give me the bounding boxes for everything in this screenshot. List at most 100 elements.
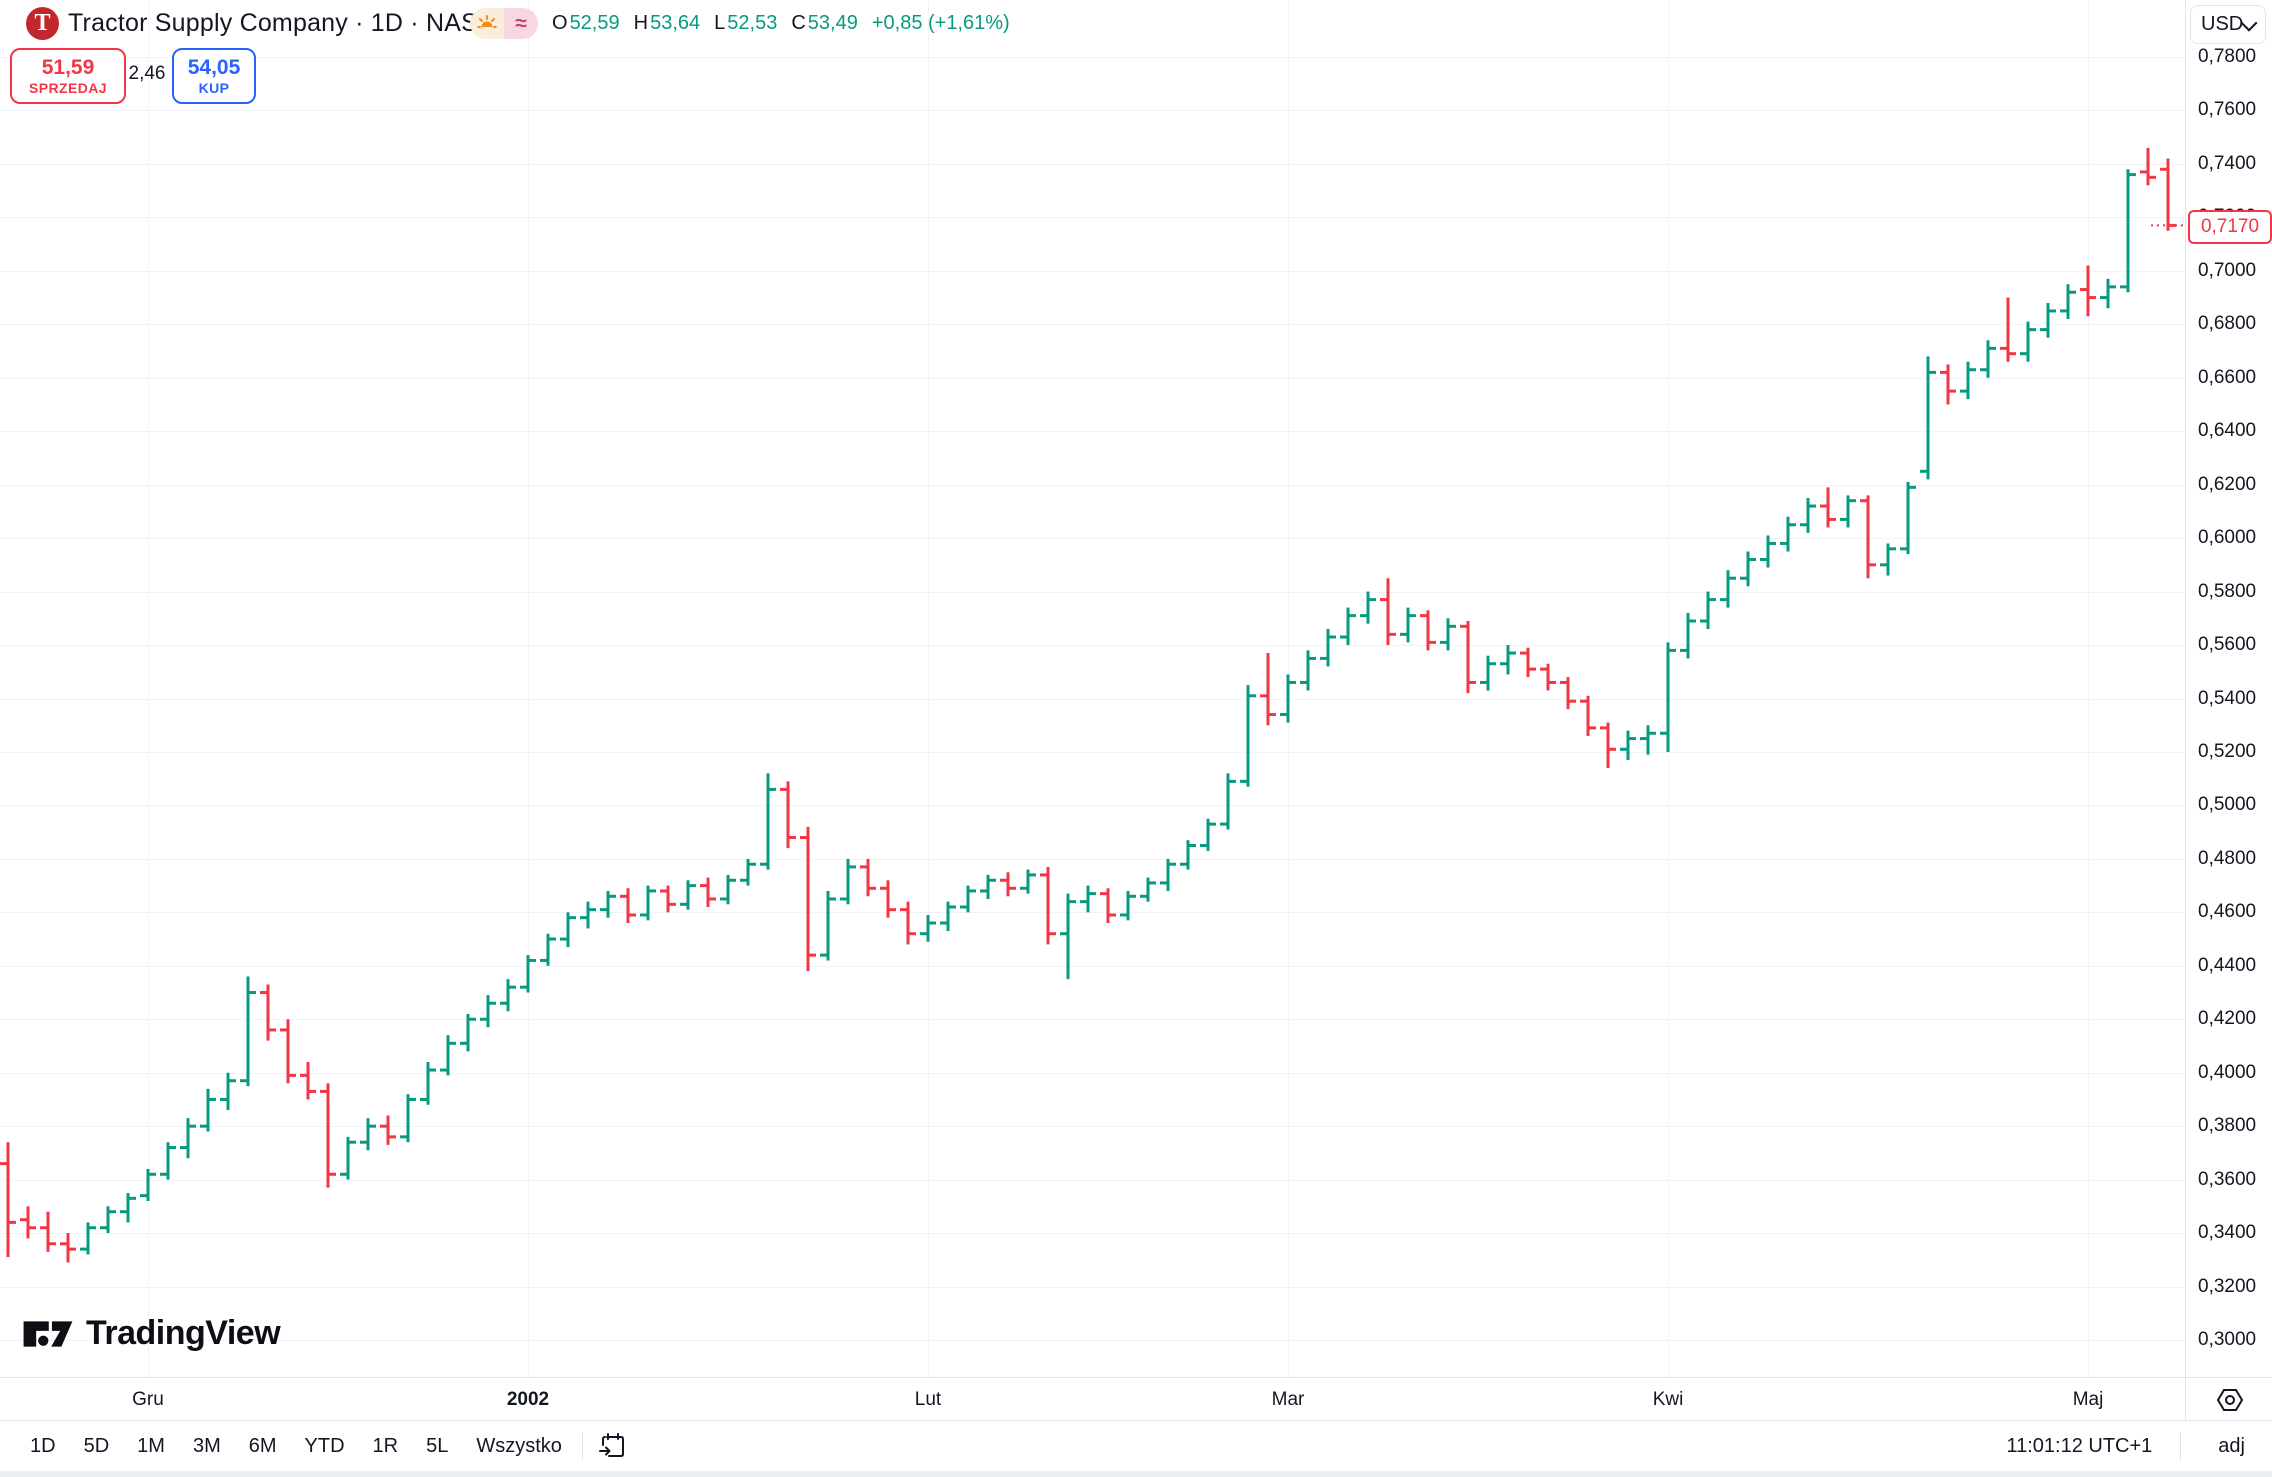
ohlc-bar	[1580, 695, 1596, 736]
ohlc-bar	[360, 1118, 376, 1151]
adjust-data-toggle[interactable]: adj	[2218, 1434, 2245, 1457]
price-axis-label: 0,5200	[2198, 740, 2257, 762]
ohlc-bar	[460, 1013, 476, 1052]
chevron-down-icon	[2240, 14, 2258, 31]
ohlc-bar	[680, 880, 696, 910]
ohlc-bar	[1540, 663, 1556, 691]
ohlc-bar	[1380, 578, 1396, 646]
ohlc-bar	[1120, 890, 1136, 921]
ohlc-bar	[1920, 356, 1936, 480]
ohlc-bar	[180, 1118, 196, 1159]
ohlc-bar	[980, 874, 996, 899]
range-button-3m[interactable]: 3M	[192, 1434, 221, 1457]
sell-button[interactable]: 51,59 SPRZEDAJ	[10, 48, 126, 104]
ohlc-bar	[1800, 498, 1816, 533]
symbol-title[interactable]: Tractor Supply Company · 1D · NASDAQ	[68, 9, 533, 37]
ohlc-bar	[0, 1142, 16, 1258]
range-button-1m[interactable]: 1M	[137, 1434, 165, 1457]
ohlc-bar	[120, 1192, 136, 1223]
ohlc-bar	[1680, 612, 1696, 659]
toolbar-divider	[581, 1432, 583, 1460]
ohlc-bar	[960, 885, 976, 913]
tradingview-logo[interactable]: TradingView	[22, 1314, 281, 1353]
range-button-6m[interactable]: 6M	[248, 1434, 277, 1457]
range-button-1r[interactable]: 1R	[372, 1434, 399, 1457]
price-axis-label: 0,4000	[2198, 1061, 2257, 1083]
ohlc-bar	[1840, 495, 1856, 528]
range-button-ytd[interactable]: YTD	[304, 1434, 345, 1457]
price-axis-label: 0,3200	[2198, 1275, 2257, 1297]
ohlc-bar	[1080, 885, 1096, 913]
ohlc-bar	[780, 781, 796, 849]
currency-label: USD	[2201, 13, 2244, 35]
price-axis-label: 0,4600	[2198, 901, 2257, 923]
ohlc-bar	[280, 1019, 296, 1084]
clock-timezone[interactable]: 11:01:12 UTC+1	[2006, 1434, 2153, 1457]
ohlc-bar	[1400, 607, 1416, 643]
ohlc-bar	[1460, 620, 1476, 694]
ohlc-bar	[140, 1168, 156, 1202]
ohlc-bar	[1160, 858, 1176, 891]
ohlc-bar	[2140, 147, 2156, 186]
ohlc-bar	[1940, 364, 1956, 405]
ohlc-bar	[340, 1136, 356, 1180]
ohlc-bar	[1700, 591, 1716, 630]
ohlc-bar	[580, 901, 596, 929]
ohlc-bar	[1900, 481, 1916, 555]
ohlc-bar	[1100, 888, 1116, 924]
ohlc-bar	[940, 901, 956, 932]
bottom-toolbar: 1D 5D 1M 3M 6M YTD 1R 5L Wszystko 11:01:12 UTC+1…	[0, 1420, 2272, 1471]
ohlc-bar	[1560, 677, 1576, 710]
chart-canvas[interactable]	[0, 0, 2185, 1377]
ohlc-bar	[240, 976, 256, 1087]
ohlc-bar	[1720, 570, 1736, 608]
time-axis-label-Maj: Maj	[2072, 1388, 2104, 1410]
ohlc-bar	[1020, 869, 1036, 894]
range-button-5l[interactable]: 5L	[426, 1434, 449, 1457]
ohlc-bar	[880, 880, 896, 918]
symbol-logo-icon: T	[26, 7, 59, 40]
spread-value: 2,46	[128, 63, 166, 84]
range-button-wszystko[interactable]: Wszystko	[476, 1434, 562, 1457]
ohlc-bar	[1960, 361, 1976, 400]
ohlc-bar	[20, 1206, 36, 1239]
time-axis[interactable]: Gru 2002 Lut Mar Kwi Maj	[0, 1377, 2185, 1421]
window-bottom-edge	[0, 1471, 2272, 1477]
price-axis[interactable]: USD 0,78000,76000,74000,72000,70000,6800…	[2185, 0, 2272, 1377]
ohlc-bar	[1640, 725, 1656, 755]
ohlc-bar	[40, 1211, 56, 1252]
ohlc-bar	[740, 858, 756, 886]
calendar-go-to-icon	[598, 1433, 624, 1457]
ohlc-bar	[80, 1222, 96, 1255]
axis-settings-corner[interactable]	[2185, 1377, 2272, 1421]
price-axis-label: 0,3000	[2198, 1329, 2257, 1350]
market-status-chips[interactable]: ≈	[470, 8, 538, 39]
price-axis-label: 0,6200	[2198, 473, 2257, 495]
ohlc-bar	[1320, 629, 1336, 667]
price-axis-label: 0,3800	[2198, 1115, 2257, 1137]
ohlc-bar	[1340, 607, 1356, 646]
ohlc-bar	[540, 933, 556, 966]
buy-button[interactable]: 54,05 KUP	[172, 48, 256, 104]
ohlc-bar	[480, 995, 496, 1028]
ohlc-bar	[2100, 278, 2116, 309]
go-to-date-button[interactable]	[597, 1431, 627, 1461]
ohlc-bar	[1040, 866, 1056, 945]
premarket-sunrise-icon	[470, 8, 504, 39]
buy-price: 54,05	[187, 55, 241, 79]
ohlc-bar	[640, 885, 656, 921]
ohlc-bar	[1820, 487, 1836, 528]
ohlc-bar	[100, 1206, 116, 1234]
price-axis-label: 0,6400	[2198, 420, 2257, 442]
ohlc-bar	[260, 984, 276, 1041]
ohlc-bar	[520, 955, 536, 993]
ohlc-bar	[1860, 495, 1876, 579]
ohlc-bar	[2120, 169, 2136, 293]
time-axis-label-2002: 2002	[506, 1388, 550, 1410]
ohlc-bar	[920, 915, 936, 942]
ohlc-bar	[900, 901, 916, 945]
currency-selector[interactable]: USD	[2190, 5, 2266, 44]
range-button-5d[interactable]: 5D	[83, 1434, 110, 1457]
range-button-1d[interactable]: 1D	[30, 1434, 56, 1457]
ohlc-bar	[1620, 730, 1636, 760]
